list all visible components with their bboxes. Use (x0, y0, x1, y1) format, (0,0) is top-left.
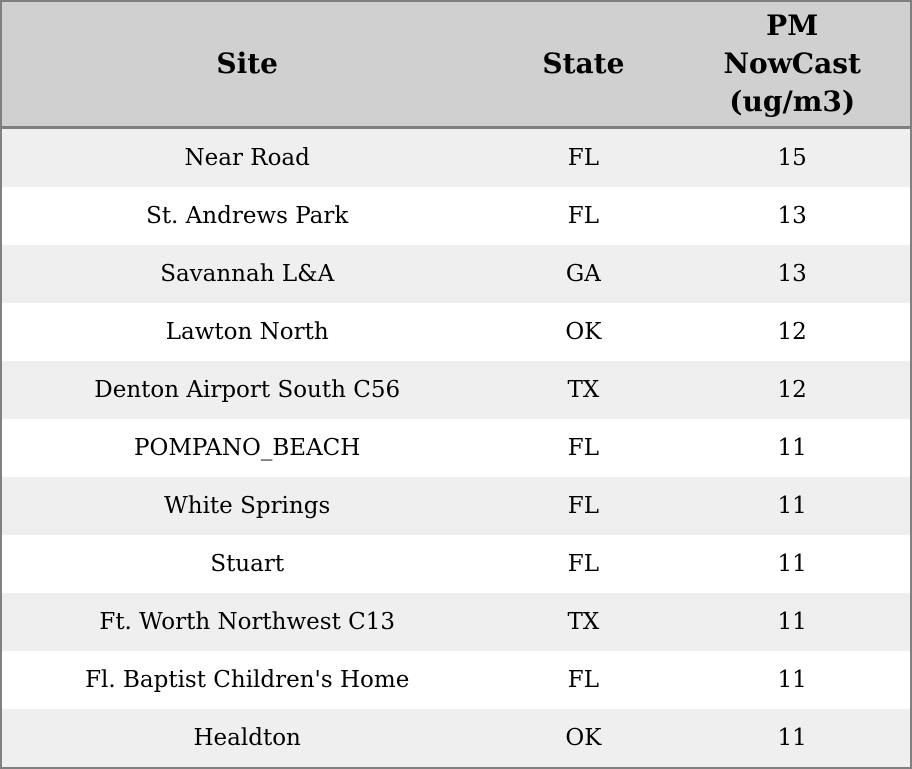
cell-pm-nowcast: 11 (674, 593, 911, 651)
header-row: Site State PM NowCast (ug/m3) (1, 1, 911, 129)
cell-site: Lawton North (1, 303, 493, 361)
cell-site: Ft. Worth Northwest C13 (1, 593, 493, 651)
column-header-site: Site (1, 1, 493, 129)
table-row: White Springs FL 11 (1, 477, 911, 535)
cell-pm-nowcast: 15 (674, 127, 911, 187)
cell-pm-nowcast: 11 (674, 535, 911, 593)
cell-state: FL (492, 419, 675, 477)
cell-site: White Springs (1, 477, 493, 535)
table-row: POMPANO_BEACH FL 11 (1, 419, 911, 477)
table-row: Ft. Worth Northwest C13 TX 11 (1, 593, 911, 651)
cell-pm-nowcast: 13 (674, 187, 911, 245)
table-row: Fl. Baptist Children's Home FL 11 (1, 651, 911, 709)
cell-pm-nowcast: 11 (674, 651, 911, 709)
table-body: Near Road FL 15 St. Andrews Park FL 13 S… (1, 127, 911, 768)
column-header-state: State (492, 1, 675, 129)
cell-site: Healdton (1, 709, 493, 768)
cell-pm-nowcast: 12 (674, 361, 911, 419)
cell-state: TX (492, 593, 675, 651)
cell-state: OK (492, 303, 675, 361)
cell-site: Near Road (1, 127, 493, 187)
cell-pm-nowcast: 11 (674, 419, 911, 477)
cell-pm-nowcast: 12 (674, 303, 911, 361)
cell-state: TX (492, 361, 675, 419)
column-header-pm-nowcast: PM NowCast (ug/m3) (674, 1, 911, 129)
table-row: Lawton North OK 12 (1, 303, 911, 361)
cell-pm-nowcast: 13 (674, 245, 911, 303)
table-row: Healdton OK 11 (1, 709, 911, 768)
cell-site: Fl. Baptist Children's Home (1, 651, 493, 709)
cell-site: St. Andrews Park (1, 187, 493, 245)
cell-state: FL (492, 127, 675, 187)
cell-state: OK (492, 709, 675, 768)
table-row: Near Road FL 15 (1, 127, 911, 187)
cell-pm-nowcast: 11 (674, 477, 911, 535)
cell-state: FL (492, 535, 675, 593)
table-row: Denton Airport South C56 TX 12 (1, 361, 911, 419)
cell-pm-nowcast: 11 (674, 709, 911, 768)
cell-site: Stuart (1, 535, 493, 593)
cell-state: FL (492, 477, 675, 535)
cell-site: POMPANO_BEACH (1, 419, 493, 477)
table-header: Site State PM NowCast (ug/m3) (1, 1, 911, 129)
cell-site: Savannah L&A (1, 245, 493, 303)
cell-state: FL (492, 651, 675, 709)
table-row: Stuart FL 11 (1, 535, 911, 593)
cell-state: GA (492, 245, 675, 303)
cell-state: FL (492, 187, 675, 245)
table-row: Savannah L&A GA 13 (1, 245, 911, 303)
table-row: St. Andrews Park FL 13 (1, 187, 911, 245)
cell-site: Denton Airport South C56 (1, 361, 493, 419)
